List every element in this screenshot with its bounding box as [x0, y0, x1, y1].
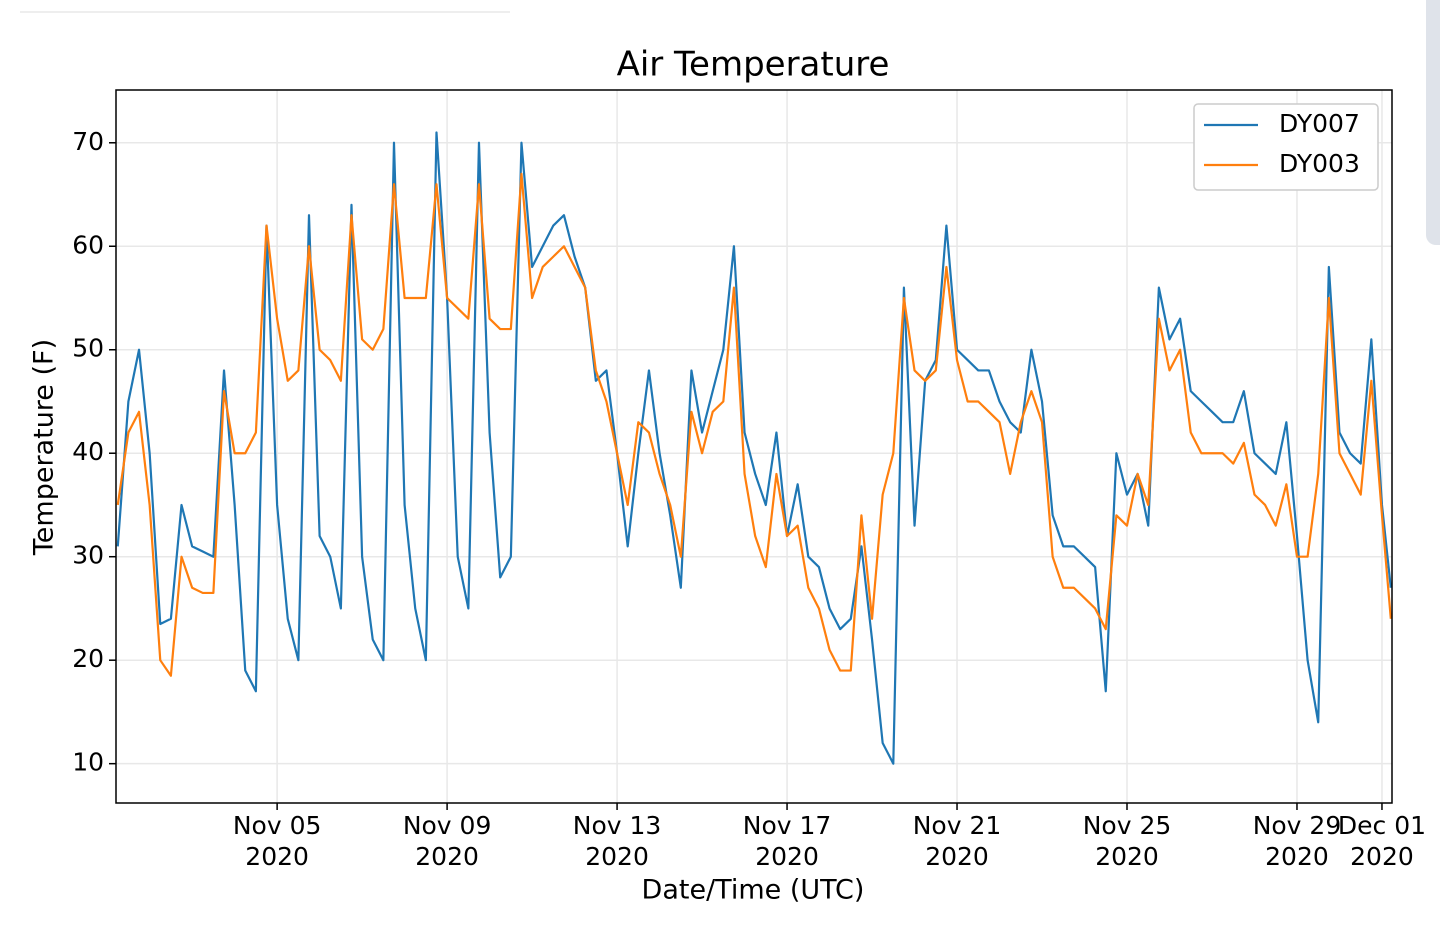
series-line: [116, 172, 1392, 677]
x-axis-label: Date/Time (UTC): [642, 875, 865, 906]
x-tick-label: Nov 25 2020: [1082, 811, 1172, 871]
x-tick-label: Nov 13 2020: [572, 811, 662, 871]
side-panel: [1426, 0, 1440, 245]
legend-label: DY007: [1279, 109, 1360, 138]
y-tick-label: 10: [72, 748, 104, 777]
x-tick-label: Nov 17 2020: [742, 811, 832, 871]
y-tick-label: 60: [72, 230, 104, 259]
x-tick-label: Dec 01 2020: [1337, 811, 1427, 871]
legend: DY007 DY003: [1193, 103, 1379, 191]
x-tick-label: Nov 09 2020: [402, 811, 492, 871]
y-tick-label: 40: [72, 437, 104, 466]
plot-frame: [115, 89, 1393, 804]
x-tick-label: Nov 29 2020: [1252, 811, 1342, 871]
x-tick-label: Nov 05 2020: [232, 811, 322, 871]
plot-lines: [116, 131, 1392, 765]
chart-title: Air Temperature: [617, 45, 890, 85]
y-tick-label: 30: [72, 541, 104, 570]
y-tick-label: 70: [72, 127, 104, 156]
ticks: 10 20 30 40 50 60 70: [72, 127, 1383, 810]
legend-label: DY003: [1279, 149, 1360, 178]
series-line: [116, 131, 1392, 765]
y-tick-label: 50: [72, 334, 104, 363]
y-axis-label: Temperature (F): [29, 339, 60, 556]
x-tick-label: Nov 21 2020: [912, 811, 1002, 871]
grid: [116, 90, 1392, 803]
y-tick-label: 20: [72, 644, 104, 673]
